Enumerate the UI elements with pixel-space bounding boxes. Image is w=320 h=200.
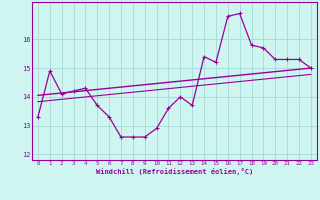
X-axis label: Windchill (Refroidissement éolien,°C): Windchill (Refroidissement éolien,°C): [96, 168, 253, 175]
